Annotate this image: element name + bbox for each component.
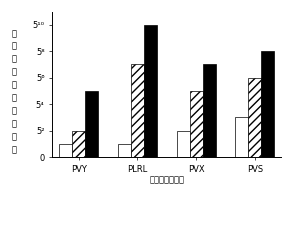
Text: （: （ bbox=[12, 119, 17, 128]
Text: 希: 希 bbox=[12, 94, 17, 103]
Text: 釈: 釈 bbox=[12, 106, 17, 116]
Bar bbox=[249, 78, 261, 157]
Text: 葉: 葉 bbox=[12, 42, 17, 51]
Bar bbox=[261, 51, 274, 157]
Text: 液: 液 bbox=[12, 68, 17, 77]
Bar bbox=[235, 117, 249, 157]
X-axis label: ウイルスの種類: ウイルスの種類 bbox=[149, 175, 184, 184]
Text: の: の bbox=[12, 81, 17, 90]
Bar bbox=[190, 91, 203, 157]
Bar bbox=[118, 144, 131, 157]
Bar bbox=[144, 25, 157, 157]
Bar bbox=[177, 131, 190, 157]
Text: ）: ） bbox=[12, 145, 17, 154]
Bar bbox=[131, 64, 144, 157]
Bar bbox=[59, 144, 72, 157]
Text: 境: 境 bbox=[12, 29, 17, 38]
Text: 汁: 汁 bbox=[12, 55, 17, 64]
Bar bbox=[203, 64, 215, 157]
Bar bbox=[72, 131, 85, 157]
Bar bbox=[85, 91, 98, 157]
Text: 倍: 倍 bbox=[12, 132, 17, 141]
